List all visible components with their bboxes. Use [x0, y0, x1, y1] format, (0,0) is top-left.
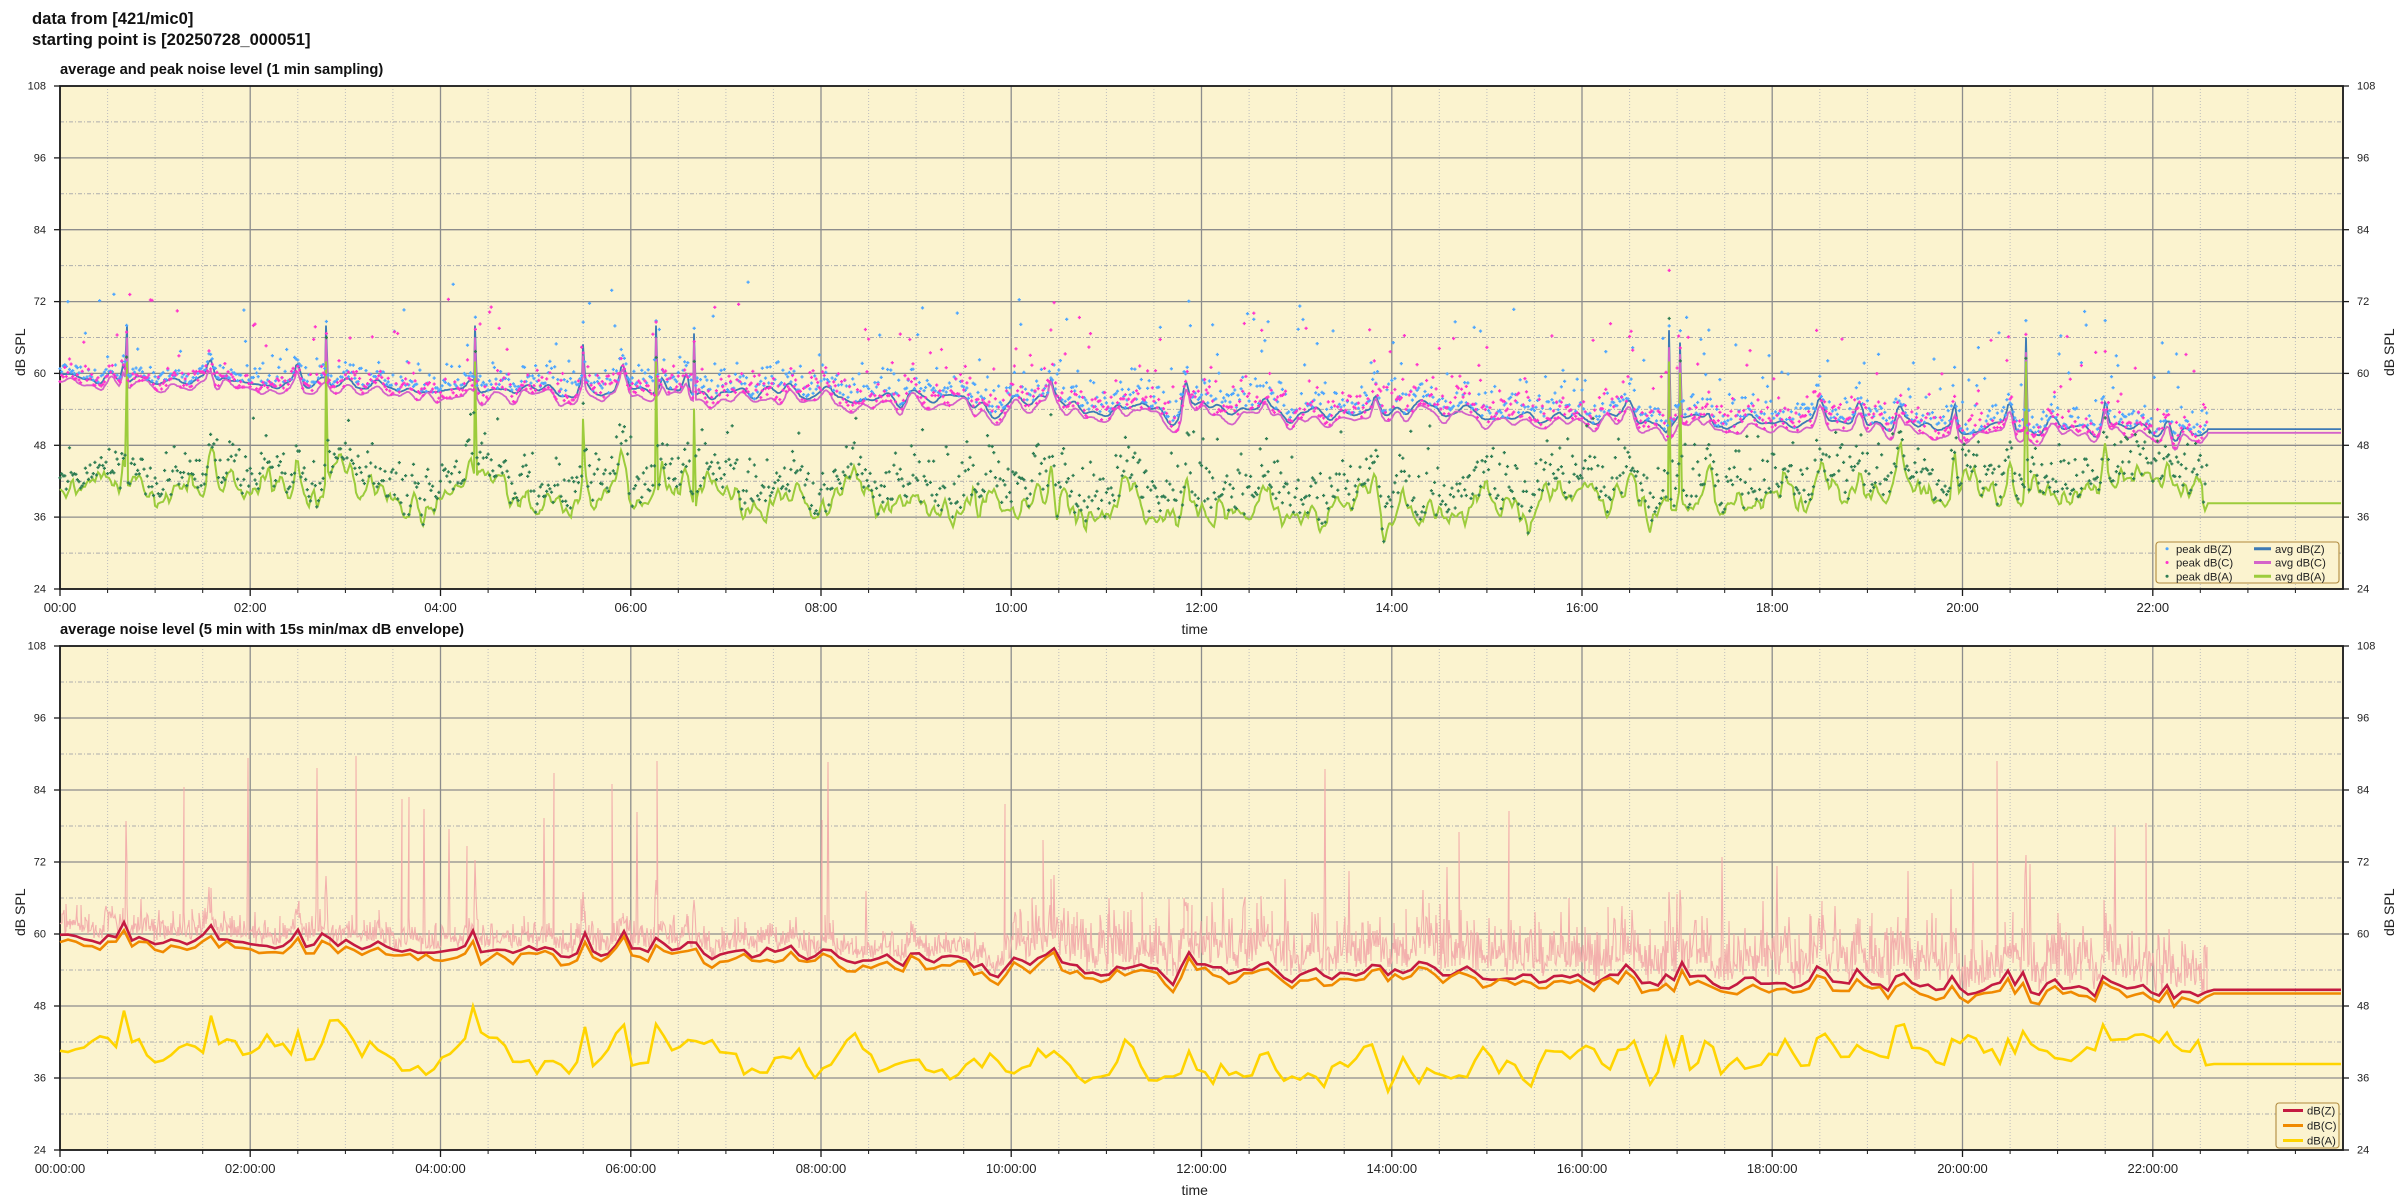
svg-text:72: 72 [2357, 857, 2369, 869]
svg-text:10:00:00: 10:00:00 [986, 1161, 1037, 1176]
svg-text:avg dB(Z): avg dB(Z) [2275, 544, 2325, 556]
svg-text:108: 108 [2357, 641, 2375, 653]
svg-text:peak dB(Z): peak dB(Z) [2176, 544, 2232, 556]
svg-text:84: 84 [2357, 224, 2369, 236]
svg-text:48: 48 [34, 1001, 46, 1013]
svg-text:peak dB(A): peak dB(A) [2176, 571, 2233, 583]
svg-text:16:00: 16:00 [1566, 600, 1599, 615]
svg-text:96: 96 [2357, 713, 2369, 725]
svg-text:84: 84 [34, 785, 46, 797]
svg-text:10:00: 10:00 [995, 600, 1028, 615]
svg-text:dB(A): dB(A) [2307, 1136, 2336, 1148]
svg-text:00:00: 00:00 [44, 600, 77, 615]
svg-text:20:00: 20:00 [1946, 600, 1979, 615]
svg-text:02:00:00: 02:00:00 [225, 1161, 276, 1176]
svg-text:06:00: 06:00 [615, 600, 648, 615]
svg-text:60: 60 [2357, 368, 2369, 380]
svg-text:08:00: 08:00 [805, 600, 838, 615]
svg-text:24: 24 [34, 1145, 46, 1157]
svg-text:14:00: 14:00 [1376, 600, 1409, 615]
svg-text:12:00: 12:00 [1185, 600, 1218, 615]
svg-text:22:00:00: 22:00:00 [2127, 1161, 2178, 1176]
svg-text:04:00: 04:00 [424, 600, 457, 615]
svg-text:108: 108 [28, 81, 46, 93]
svg-text:00:00:00: 00:00:00 [35, 1161, 86, 1176]
svg-text:36: 36 [34, 512, 46, 524]
svg-text:dB(Z): dB(Z) [2307, 1106, 2335, 1118]
svg-text:avg dB(A): avg dB(A) [2275, 571, 2325, 583]
svg-text:36: 36 [2357, 512, 2369, 524]
svg-text:18:00:00: 18:00:00 [1747, 1161, 1798, 1176]
svg-text:08:00:00: 08:00:00 [796, 1161, 847, 1176]
svg-text:12:00:00: 12:00:00 [1176, 1161, 1227, 1176]
svg-text:02:00: 02:00 [234, 600, 267, 615]
svg-text:36: 36 [34, 1073, 46, 1085]
svg-text:60: 60 [2357, 929, 2369, 941]
svg-text:36: 36 [2357, 1073, 2369, 1085]
svg-text:72: 72 [34, 857, 46, 869]
svg-text:84: 84 [2357, 785, 2369, 797]
svg-text:16:00:00: 16:00:00 [1557, 1161, 1608, 1176]
svg-text:04:00:00: 04:00:00 [415, 1161, 466, 1176]
svg-text:06:00:00: 06:00:00 [605, 1161, 656, 1176]
svg-text:96: 96 [34, 153, 46, 165]
svg-text:84: 84 [34, 224, 46, 236]
svg-text:60: 60 [34, 929, 46, 941]
svg-text:peak dB(C): peak dB(C) [2176, 558, 2233, 570]
svg-text:24: 24 [2357, 584, 2369, 596]
svg-text:96: 96 [2357, 153, 2369, 165]
svg-text:60: 60 [34, 368, 46, 380]
svg-text:48: 48 [2357, 440, 2369, 452]
svg-text:96: 96 [34, 713, 46, 725]
svg-text:22:00: 22:00 [2137, 600, 2170, 615]
svg-text:48: 48 [2357, 1001, 2369, 1013]
svg-text:14:00:00: 14:00:00 [1366, 1161, 1417, 1176]
svg-text:20:00:00: 20:00:00 [1937, 1161, 1988, 1176]
svg-text:24: 24 [2357, 1145, 2369, 1157]
svg-text:72: 72 [2357, 296, 2369, 308]
svg-text:18:00: 18:00 [1756, 600, 1789, 615]
svg-text:108: 108 [2357, 81, 2375, 93]
svg-text:48: 48 [34, 440, 46, 452]
svg-text:24: 24 [34, 584, 46, 596]
svg-text:dB(C): dB(C) [2307, 1121, 2337, 1133]
svg-text:108: 108 [28, 641, 46, 653]
svg-text:72: 72 [34, 296, 46, 308]
svg-text:avg dB(C): avg dB(C) [2275, 558, 2326, 570]
